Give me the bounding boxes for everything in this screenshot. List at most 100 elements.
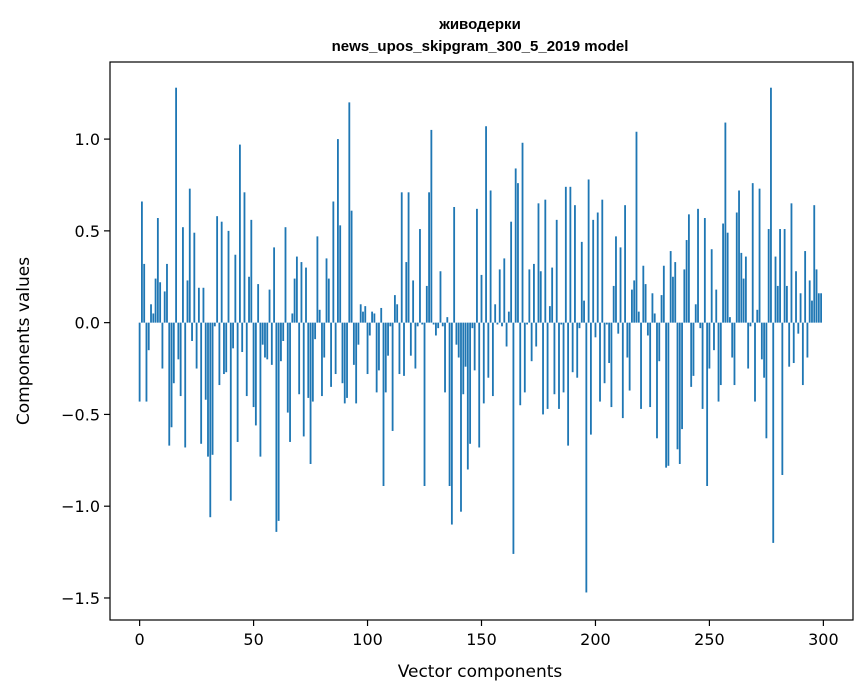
bar — [523, 322, 526, 393]
bar — [699, 322, 702, 329]
bar — [548, 306, 551, 323]
bar — [564, 186, 567, 323]
x-tick-label: 250 — [694, 630, 725, 649]
bar — [371, 311, 374, 323]
bar — [624, 205, 626, 323]
bar — [583, 300, 585, 323]
bar — [325, 258, 328, 323]
bar — [389, 322, 392, 327]
y-tick-label: 1.0 — [75, 130, 100, 149]
bar — [209, 322, 212, 518]
bar — [817, 293, 820, 323]
bar — [254, 322, 257, 426]
bar — [685, 240, 688, 323]
bar — [332, 201, 335, 323]
bar — [808, 280, 811, 323]
bar — [788, 322, 791, 367]
bar — [567, 322, 570, 446]
bar — [147, 322, 150, 351]
bar — [446, 317, 449, 323]
bar — [820, 293, 822, 323]
bar — [747, 322, 750, 369]
bar — [195, 322, 198, 369]
bar — [619, 247, 622, 323]
x-tick-label: 300 — [808, 630, 839, 649]
bar — [177, 322, 180, 360]
bar — [403, 322, 405, 376]
bar — [498, 269, 501, 323]
bar — [717, 322, 720, 402]
bar — [553, 322, 556, 395]
bar — [382, 322, 385, 486]
bar — [772, 322, 775, 543]
bar — [744, 256, 747, 323]
bar — [758, 188, 761, 323]
x-tick-label: 100 — [352, 630, 383, 649]
bar — [437, 322, 440, 329]
y-tick-label: −1.0 — [61, 497, 100, 516]
bar — [683, 269, 686, 323]
y-tick-label: −0.5 — [61, 405, 100, 424]
bar — [159, 282, 162, 323]
bar — [416, 322, 419, 327]
bar — [790, 203, 793, 323]
bar — [435, 322, 437, 336]
bar — [760, 322, 763, 360]
bar — [656, 322, 658, 439]
bar — [599, 322, 601, 402]
bar — [496, 322, 499, 325]
bar — [526, 322, 528, 325]
bar — [715, 289, 718, 323]
bar — [510, 221, 513, 323]
bar — [731, 322, 734, 358]
bar — [471, 322, 474, 329]
bar — [487, 322, 490, 378]
bar — [213, 322, 216, 327]
bar — [555, 219, 558, 323]
bar — [232, 322, 234, 349]
bar — [669, 251, 672, 323]
bar — [202, 287, 205, 323]
bar — [405, 262, 408, 323]
bar — [150, 304, 152, 323]
bar — [674, 262, 677, 323]
bar-series — [138, 87, 822, 593]
bar — [250, 219, 253, 323]
bar — [275, 322, 278, 532]
bar — [697, 208, 699, 323]
bar — [560, 322, 563, 325]
bar — [330, 322, 332, 387]
bar — [546, 322, 549, 409]
bar — [138, 322, 141, 402]
bar — [476, 208, 478, 323]
x-tick-label: 50 — [243, 630, 263, 649]
bar — [156, 218, 159, 323]
bar — [792, 322, 795, 364]
bar — [480, 274, 483, 323]
bar — [569, 186, 572, 323]
bar — [457, 322, 460, 358]
bar — [799, 293, 802, 323]
bar — [337, 139, 339, 323]
bar — [266, 322, 269, 360]
bar — [352, 322, 355, 365]
bar — [234, 254, 237, 323]
bar — [268, 289, 271, 323]
bar — [364, 306, 367, 323]
bar — [719, 322, 722, 386]
bar — [469, 322, 472, 444]
bar — [633, 280, 636, 323]
bar — [801, 322, 804, 386]
bar — [343, 322, 346, 404]
y-tick-label: 0.5 — [75, 222, 100, 241]
bar — [166, 263, 168, 323]
bar — [161, 322, 164, 369]
x-tick-label: 150 — [466, 630, 497, 649]
bar — [396, 304, 399, 323]
bar — [776, 285, 779, 323]
bar — [742, 278, 745, 323]
bar — [494, 304, 497, 323]
bar — [621, 322, 624, 419]
y-tick-label: −1.5 — [61, 589, 100, 608]
